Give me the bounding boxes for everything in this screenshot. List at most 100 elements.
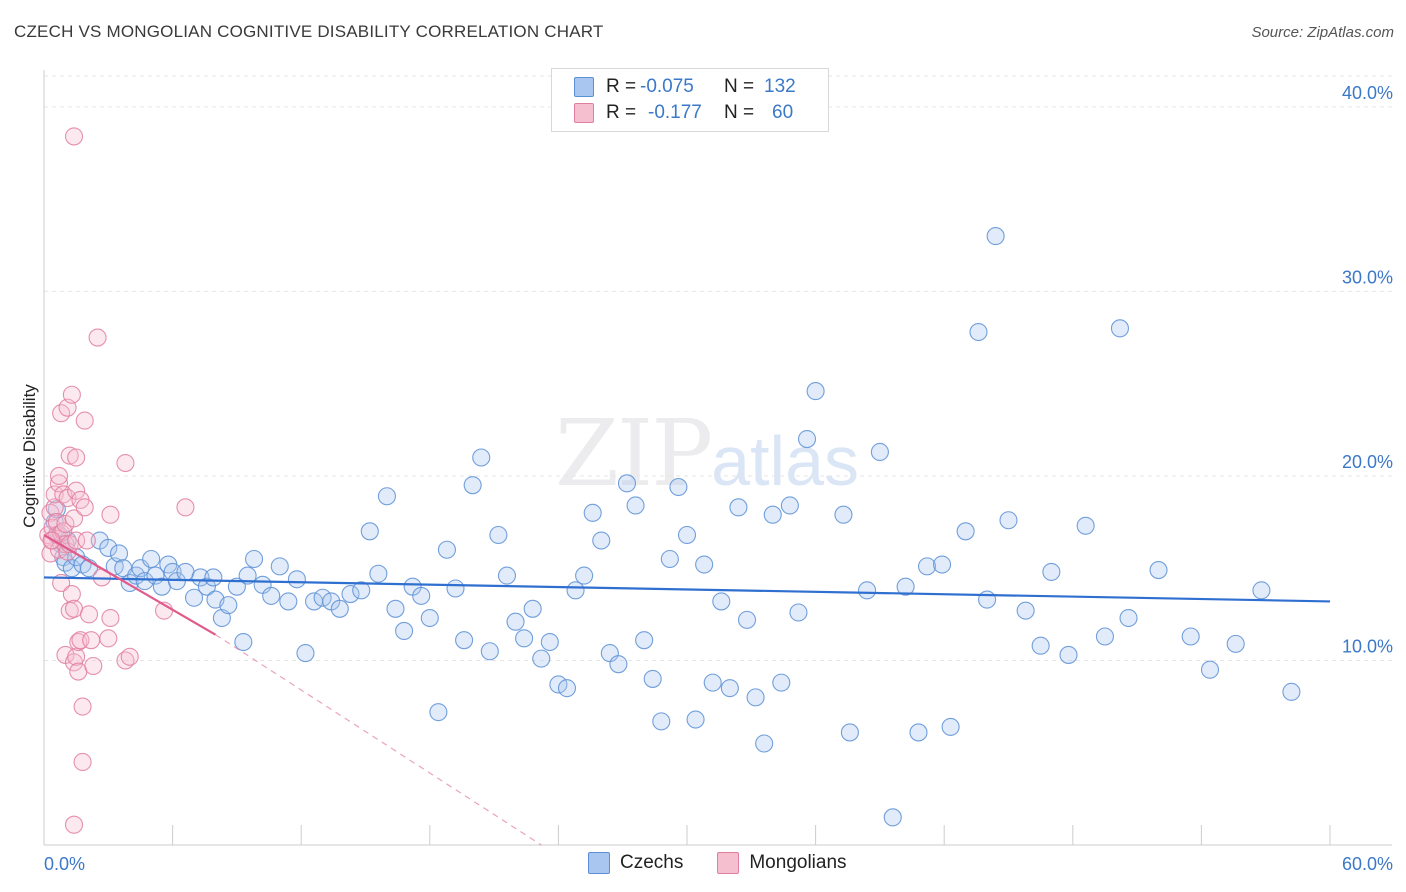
point-czech xyxy=(191,568,210,587)
point-mongolian xyxy=(64,127,84,146)
point-czech xyxy=(1200,660,1220,679)
point-czech xyxy=(238,566,257,585)
point-czech xyxy=(489,525,508,545)
point-czech xyxy=(780,496,799,515)
point-mongolian xyxy=(64,599,84,618)
point-czech xyxy=(978,590,997,609)
trend-line-mongolian xyxy=(43,534,217,636)
point-czech xyxy=(1095,627,1114,646)
point-mongolian xyxy=(45,498,64,517)
series-legend: Czechs Mongolians xyxy=(588,852,881,874)
x-tick-label-start: 0.0% xyxy=(44,854,85,874)
point-mongolian xyxy=(56,514,75,533)
legend-row-czechs: R = -0.075 N = 132 xyxy=(574,75,796,99)
point-czech xyxy=(883,808,902,827)
point-czech xyxy=(643,669,662,688)
point-czech xyxy=(360,522,379,541)
point-czech xyxy=(532,649,551,668)
point-czech xyxy=(279,592,298,611)
point-czech xyxy=(515,629,534,648)
y-tick-label: 10.0% xyxy=(1342,636,1393,656)
point-czech xyxy=(720,679,739,698)
point-czech xyxy=(834,505,853,524)
point-mongolian xyxy=(79,605,99,624)
point-czech xyxy=(219,596,238,615)
point-czech xyxy=(909,723,928,742)
y-tick-label: 20.0% xyxy=(1342,452,1393,472)
point-czech xyxy=(1059,645,1078,664)
point-czech xyxy=(244,549,264,569)
point-czech xyxy=(806,382,825,401)
point-czech xyxy=(227,577,246,596)
point-czech xyxy=(566,581,585,600)
point-mongolian xyxy=(67,448,86,467)
point-czech xyxy=(703,673,722,692)
point-czech xyxy=(1016,601,1035,620)
point-czech xyxy=(540,632,559,652)
point-czech xyxy=(1042,562,1061,581)
legend-r-label: R = xyxy=(606,102,637,123)
point-czech xyxy=(1226,634,1245,653)
axes xyxy=(43,70,1392,846)
point-czech xyxy=(772,673,791,692)
point-mongolian xyxy=(60,446,79,465)
chart-source: Source: ZipAtlas.com xyxy=(1251,24,1394,41)
point-czech xyxy=(463,476,482,495)
point-mongolian xyxy=(67,531,86,550)
point-czech xyxy=(184,588,204,607)
point-czech xyxy=(840,723,859,742)
point-czech xyxy=(941,717,960,736)
y-tick-label: 40.0% xyxy=(1342,83,1393,103)
point-czech xyxy=(956,522,975,541)
legend-n-label: N = xyxy=(724,102,755,123)
point-czech xyxy=(737,610,757,629)
point-czech xyxy=(660,549,679,569)
data-points xyxy=(39,127,1301,834)
point-mongolian xyxy=(73,697,92,716)
series-swatch-czechs xyxy=(588,852,610,874)
tick-labels: 10.0% 20.0% 30.0% 40.0% 0.0% 60.0% xyxy=(44,83,1393,874)
legend-row-mongolians: R = -0.177 N = 60 xyxy=(574,101,793,125)
point-czech xyxy=(986,227,1005,246)
point-czech xyxy=(592,531,611,550)
legend-r-value: -0.075 xyxy=(640,76,694,97)
point-czech xyxy=(437,540,456,559)
point-czech xyxy=(472,448,491,467)
point-czech xyxy=(109,544,129,563)
point-mongolian xyxy=(62,584,81,604)
trend-extension-mongolian xyxy=(215,634,542,846)
point-czech xyxy=(797,429,817,449)
point-czech xyxy=(1181,627,1200,646)
point-czech xyxy=(669,477,688,497)
chart-title: CZECH VS MONGOLIAN COGNITIVE DISABILITY … xyxy=(14,22,604,41)
point-czech xyxy=(369,564,388,583)
point-czech xyxy=(480,642,499,661)
point-czech xyxy=(557,679,577,698)
series-label-czechs: Czechs xyxy=(620,852,684,873)
series-legend-mongolians: Mongolians xyxy=(717,852,847,874)
point-czech xyxy=(1282,682,1301,701)
point-mongolian xyxy=(64,509,84,528)
point-mongolian xyxy=(176,498,195,517)
point-czech xyxy=(296,644,315,663)
point-czech xyxy=(429,703,448,722)
point-mongolian xyxy=(101,505,120,524)
point-czech xyxy=(197,577,216,596)
point-czech xyxy=(652,712,671,731)
point-czech xyxy=(896,577,915,596)
point-czech xyxy=(330,599,349,618)
point-czech xyxy=(142,549,161,569)
point-mongolian xyxy=(56,535,75,554)
point-mongolian xyxy=(73,752,92,772)
point-mongolian xyxy=(69,662,88,681)
series-swatch-mongolians xyxy=(717,852,740,874)
point-mongolian xyxy=(101,608,120,628)
point-czech xyxy=(446,579,465,598)
point-czech xyxy=(234,632,253,652)
point-czech xyxy=(763,505,782,524)
correlation-legend: R = -0.075 N = 132 R = -0.177 N = 60 xyxy=(551,68,829,132)
point-mongolian xyxy=(64,815,84,834)
point-czech xyxy=(341,584,360,604)
point-czech xyxy=(609,655,628,674)
point-czech xyxy=(204,568,223,587)
